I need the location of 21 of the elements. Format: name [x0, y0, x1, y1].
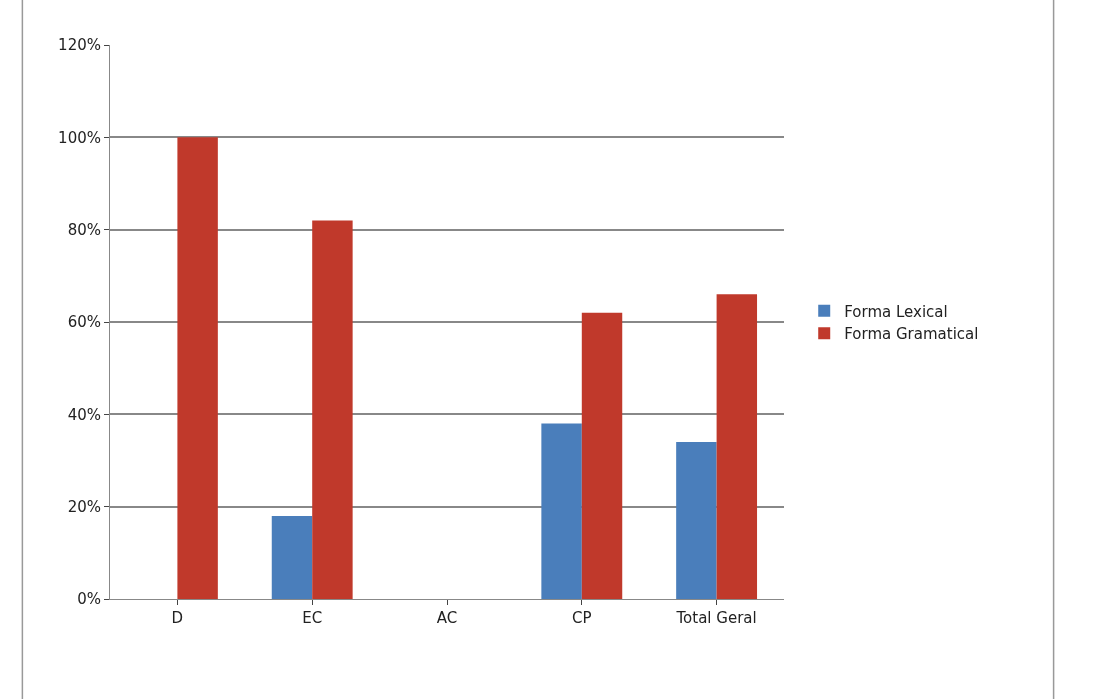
bar — [716, 294, 758, 599]
x-tick-label: CP — [572, 609, 592, 627]
x-tick-label: EC — [302, 609, 323, 627]
y-tick-label: 60% — [67, 313, 101, 332]
y-tick-label: 20% — [67, 497, 101, 516]
y-tick-label: 40% — [67, 405, 101, 424]
x-tick-label: Total Geral — [675, 609, 757, 627]
bar — [271, 515, 313, 599]
y-tick-label: 100% — [58, 128, 101, 147]
legend-label: Forma Gramatical — [844, 325, 979, 344]
bar — [581, 312, 623, 599]
y-tick-label: 0% — [77, 590, 101, 609]
bar — [312, 220, 353, 599]
bar — [177, 137, 218, 599]
x-tick-label: D — [171, 609, 184, 627]
bar — [541, 423, 582, 599]
legend-label: Forma Lexical — [844, 302, 948, 321]
y-tick-label: 120% — [58, 36, 101, 55]
y-tick-label: 80% — [67, 220, 101, 239]
bar — [676, 442, 717, 599]
x-tick-label: AC — [436, 609, 458, 627]
